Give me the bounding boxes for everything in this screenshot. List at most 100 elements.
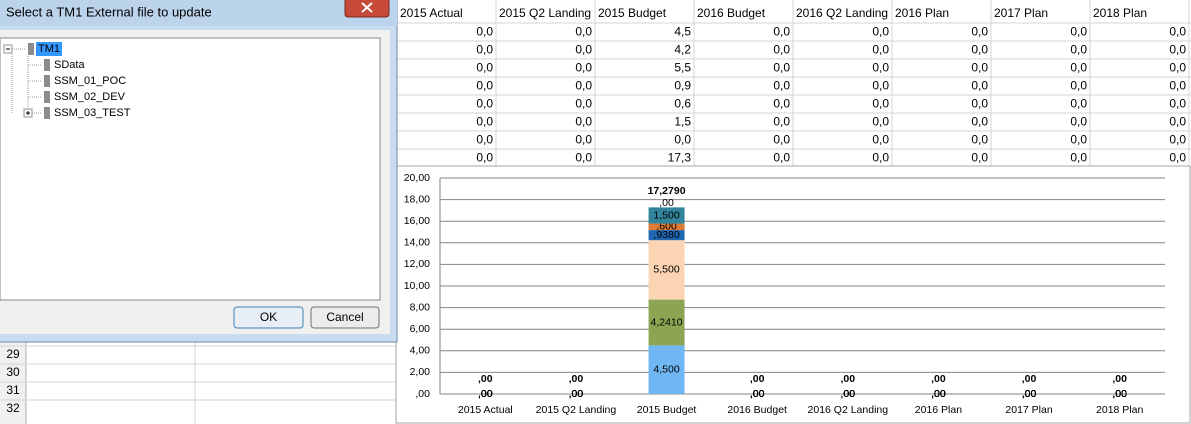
y-tick-label: 16,00 <box>404 215 430 227</box>
total-label: ,00 <box>841 373 856 385</box>
data-label: ,00 <box>478 388 493 400</box>
cell: 0,0 <box>971 25 988 39</box>
data-label: ,00 <box>659 197 674 209</box>
data-label: ,00 <box>1022 388 1037 400</box>
cell: 0,0 <box>872 115 889 129</box>
cell: 0,0 <box>575 43 592 57</box>
cell: 0,0 <box>872 25 889 39</box>
cell: 0,0 <box>1169 151 1186 165</box>
x-tick-label: 2016 Q2 Landing <box>808 404 889 416</box>
tree-item[interactable]: SSM_01_POC <box>54 75 126 87</box>
data-label: ,00 <box>841 388 856 400</box>
data-label: ,600 <box>656 221 677 233</box>
selection[interactable] <box>36 42 62 56</box>
tree-item[interactable]: TM1 <box>38 43 60 55</box>
data-label: ,00 <box>1112 388 1127 400</box>
button-label[interactable]: Cancel <box>326 310 363 324</box>
cell: 5,5 <box>674 61 691 75</box>
cell: 0,0 <box>1169 43 1186 57</box>
cell: 0,0 <box>575 61 592 75</box>
y-tick-label: ,00 <box>415 388 430 400</box>
cell: 0,0 <box>971 79 988 93</box>
data-label: ,00 <box>841 388 856 400</box>
data-label: ,00 <box>931 388 946 400</box>
x-tick-label: 2018 Plan <box>1096 404 1143 416</box>
data-label: ,00 <box>841 388 856 400</box>
cell: 1,5 <box>674 115 691 129</box>
cell: 0,0 <box>1070 151 1087 165</box>
cell: 0,0 <box>1070 43 1087 57</box>
cell: 0,0 <box>476 97 493 111</box>
bar-segment <box>648 240 685 300</box>
data-label: ,00 <box>750 388 765 400</box>
tree-item[interactable]: SSM_03_TEST <box>54 107 131 119</box>
cell: 0,0 <box>575 115 592 129</box>
cell: 0,0 <box>476 133 493 147</box>
button-label[interactable]: OK <box>260 310 277 324</box>
cell: 0,0 <box>1070 133 1087 147</box>
data-label: ,00 <box>750 388 765 400</box>
x-tick-label: 2015 Actual <box>458 404 513 416</box>
data-label: ,00 <box>750 388 765 400</box>
total-label: ,00 <box>569 373 584 385</box>
data-label: ,00 <box>569 388 584 400</box>
total-label: ,00 <box>931 373 946 385</box>
cell: 17,3 <box>668 151 692 165</box>
cell: 0,0 <box>872 133 889 147</box>
db-icon <box>44 107 50 119</box>
data-label: ,00 <box>569 388 584 400</box>
y-tick-label: 4,00 <box>410 345 431 357</box>
cell: 0,0 <box>575 25 592 39</box>
cell: 0,0 <box>971 133 988 147</box>
column-header: 2016 Q2 Landing <box>796 6 888 20</box>
cell: 0,0 <box>773 79 790 93</box>
data-label: ,00 <box>569 388 584 400</box>
data-label: ,00 <box>931 388 946 400</box>
cancel-button[interactable] <box>310 306 380 329</box>
data-label: ,00 <box>1112 388 1127 400</box>
column-header: 2018 Plan <box>1093 6 1147 20</box>
data-label: 4,500 <box>653 363 679 375</box>
data-label: ,00 <box>931 388 946 400</box>
data-label: ,00 <box>1112 388 1127 400</box>
chart-area <box>395 165 1191 424</box>
data-label: ,00 <box>478 388 493 400</box>
data-label: ,00 <box>569 388 584 400</box>
data-label: ,00 <box>1022 388 1037 400</box>
cell: 0,0 <box>872 97 889 111</box>
cell: 0,0 <box>476 151 493 165</box>
db-icon <box>44 91 50 103</box>
cell: 0,0 <box>1169 79 1186 93</box>
cell: 0,0 <box>872 61 889 75</box>
data-label: ,00 <box>1022 388 1037 400</box>
column-header: 2016 Plan <box>895 6 949 20</box>
cell: 0,0 <box>476 25 493 39</box>
data-label: ,00 <box>931 388 946 400</box>
cell: 0,0 <box>971 151 988 165</box>
row-number: 29 <box>6 347 20 361</box>
cell: 0,0 <box>476 115 493 129</box>
cell: 0,0 <box>1070 97 1087 111</box>
cell: 0,0 <box>773 115 790 129</box>
data-label: ,00 <box>1112 388 1127 400</box>
cell: 0,0 <box>872 151 889 165</box>
cell: 0,0 <box>575 79 592 93</box>
y-tick-label: 20,00 <box>404 172 430 184</box>
x-tick-label: 2015 Q2 Landing <box>536 404 617 416</box>
data-label: ,00 <box>750 388 765 400</box>
x-tick-label: 2016 Plan <box>915 404 962 416</box>
ok-button[interactable] <box>233 306 304 329</box>
cell: 0,0 <box>476 43 493 57</box>
tree-item[interactable]: SData <box>54 59 85 71</box>
cell: 0,0 <box>674 133 691 147</box>
dialog-titlebar <box>0 0 397 26</box>
cell: 0,0 <box>971 61 988 75</box>
tree-item[interactable]: SSM_02_DEV <box>54 91 126 103</box>
y-tick-label: 14,00 <box>404 237 430 249</box>
column-header: 2015 Q2 Landing <box>499 6 591 20</box>
dialog-title: Select a TM1 External file to update <box>6 4 212 19</box>
cell: 0,0 <box>971 97 988 111</box>
total-label: ,00 <box>478 373 493 385</box>
data-label: ,00 <box>1112 388 1127 400</box>
